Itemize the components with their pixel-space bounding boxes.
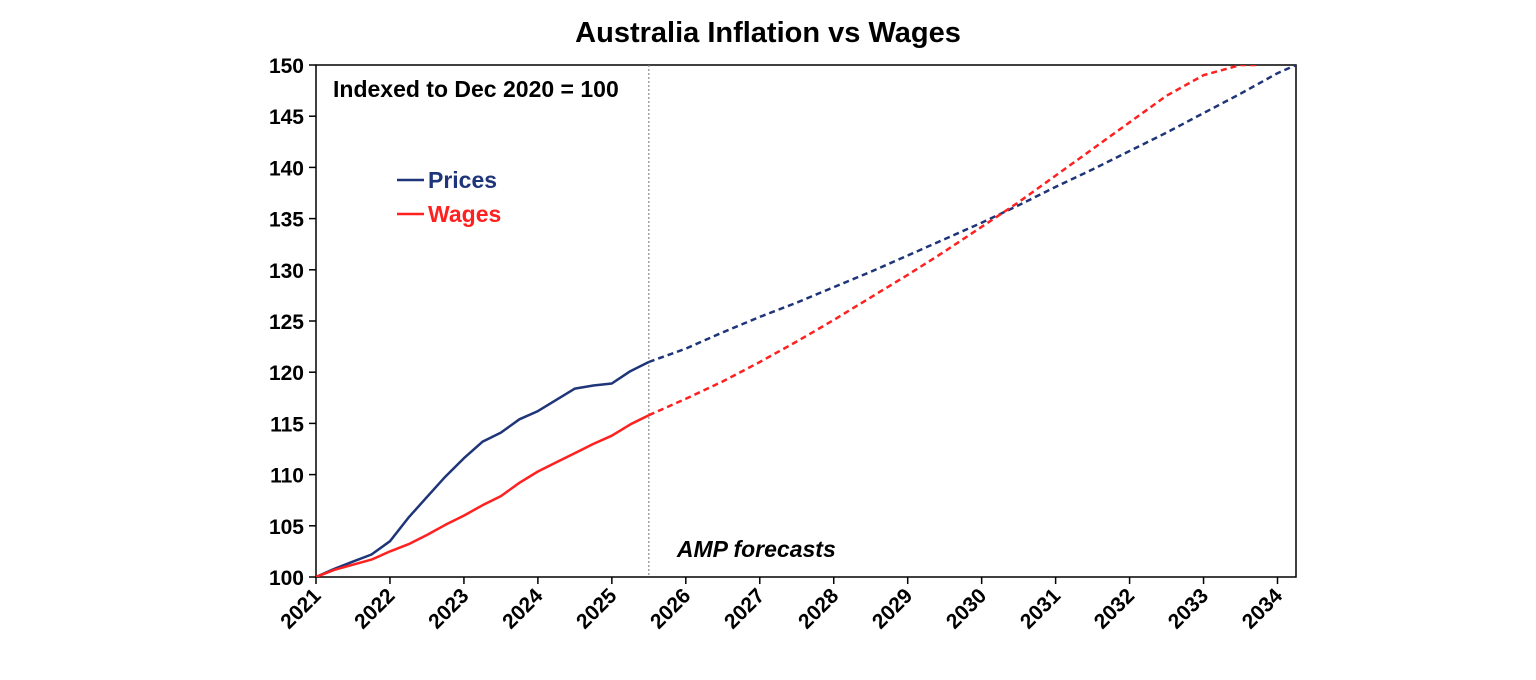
x-tick-label: 2022: [350, 584, 399, 633]
x-tick-label: 2027: [720, 584, 769, 633]
series-wages-forecast-line: [648, 65, 1259, 417]
y-tick-label: 140: [269, 157, 304, 180]
y-tick-label: 150: [269, 55, 304, 78]
y-tick-label: 145: [269, 106, 304, 129]
x-tick-label: 2021: [276, 584, 326, 634]
x-tick-label: 2023: [424, 584, 473, 633]
y-tick-label: 135: [269, 209, 304, 232]
x-tick-label: 2028: [794, 584, 844, 634]
x-tick-label: 2030: [942, 584, 991, 633]
x-tick-label: 2025: [572, 584, 622, 634]
x-tick-label: 2032: [1090, 584, 1139, 633]
series-prices-actual-line: [316, 360, 650, 577]
y-axis: 100 105 110 115 120 125 130 135 140 145 150: [269, 55, 316, 590]
x-tick-label: 2033: [1164, 584, 1213, 633]
x-tick-label: 2026: [646, 584, 695, 633]
plot-area: [315, 64, 1297, 578]
legend: Prices Wages: [397, 167, 501, 227]
legend-label-prices: Prices: [428, 167, 497, 193]
series-prices-forecast-line: [648, 65, 1296, 364]
y-tick-label: 130: [269, 260, 304, 283]
x-tick-label: 2034: [1238, 584, 1288, 634]
legend-label-wages: Wages: [428, 201, 501, 227]
y-tick-label: 115: [270, 413, 304, 436]
index-annotation: Indexed to Dec 2020 = 100: [333, 76, 619, 102]
series-wages-actual-line: [316, 414, 650, 577]
y-tick-label: 120: [269, 362, 304, 385]
x-tick-label: 2024: [498, 584, 548, 634]
chart-title: Australia Inflation vs Wages: [575, 17, 961, 49]
forecast-label: AMP forecasts: [676, 536, 836, 562]
y-tick-label: 110: [270, 465, 304, 488]
y-tick-label: 125: [269, 311, 304, 334]
x-tick-label: 2029: [868, 584, 917, 633]
y-tick-label: 100: [269, 567, 304, 590]
series-layer: [316, 65, 1296, 577]
x-tick-label: 2031: [1016, 584, 1066, 634]
y-tick-label: 105: [269, 516, 304, 539]
x-axis: 2021 2022 2023 2024 2025 2026 2027 2028 2029 2030…: [276, 577, 1287, 634]
